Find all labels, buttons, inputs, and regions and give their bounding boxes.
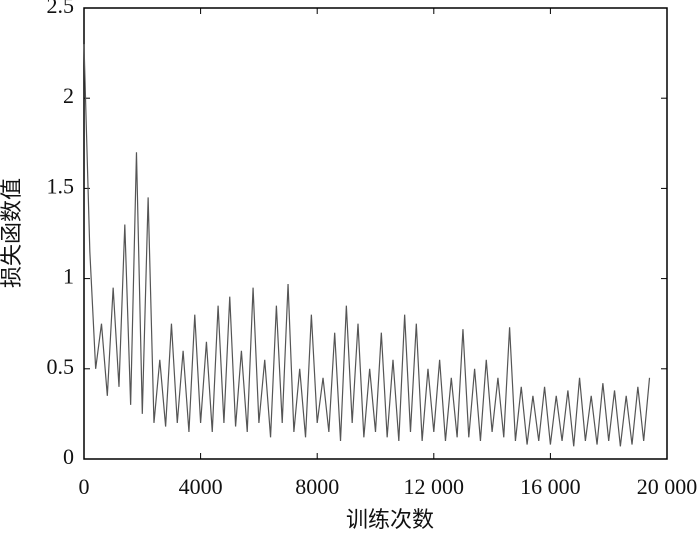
x-tick-label: 16 000: [520, 474, 581, 499]
loss-line: [83, 44, 651, 447]
y-tick-label: 2: [63, 83, 74, 108]
x-axis-label: 训练次数: [346, 507, 434, 532]
y-tick-label: 0.5: [47, 354, 75, 379]
y-tick-label: 1: [63, 264, 74, 289]
x-tick-label: 0: [79, 474, 90, 499]
y-tick-label: 2.5: [47, 0, 75, 18]
y-tick-label: 0: [63, 444, 74, 469]
x-tick-label: 12 000: [404, 474, 465, 499]
y-axis-label: 损失函数值: [0, 178, 24, 288]
y-tick-label: 1.5: [47, 173, 75, 198]
plot-frame: [83, 7, 668, 460]
x-tick-label: 20 000: [637, 474, 698, 499]
x-tick-label: 4000: [179, 474, 223, 499]
x-tick-label: 8000: [295, 474, 339, 499]
